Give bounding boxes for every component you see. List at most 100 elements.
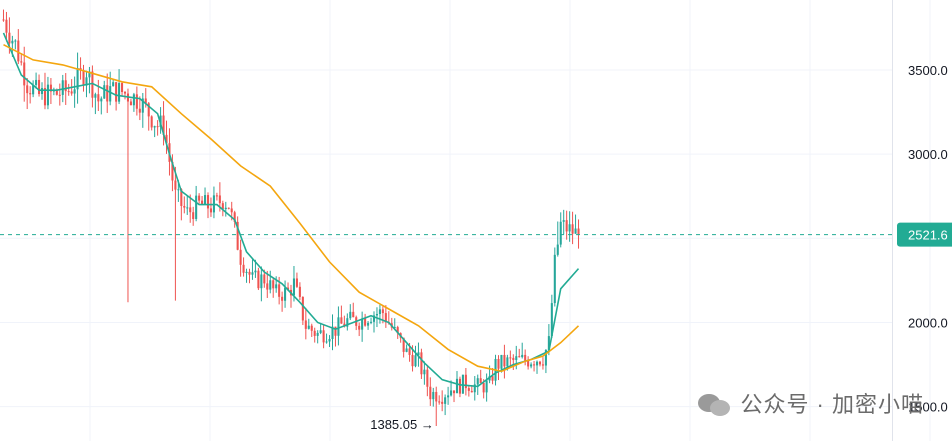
candle-body — [384, 313, 387, 323]
candle-body — [358, 325, 361, 330]
candle-body — [221, 203, 224, 210]
candle-body — [500, 354, 503, 369]
candle-body — [118, 83, 121, 102]
candle-body — [393, 327, 396, 329]
candle-body — [254, 270, 257, 273]
candle-body — [198, 195, 201, 201]
candle-body — [147, 103, 150, 117]
candle-body — [447, 395, 450, 398]
candle-body — [322, 330, 325, 343]
candle-body — [204, 195, 207, 205]
candle-body — [144, 98, 147, 104]
watermark-text: 公众号 · 加密小喵 — [740, 392, 924, 417]
candle-body — [426, 369, 429, 387]
candle-body — [527, 360, 530, 367]
candle-body — [547, 336, 550, 351]
candle-body — [278, 284, 281, 297]
candle-body — [189, 207, 192, 213]
candle-body — [156, 126, 159, 128]
candle-body — [46, 84, 49, 106]
candle-body — [76, 68, 79, 90]
candle-body — [372, 315, 376, 322]
y-tick-label: 3000.0 — [908, 147, 948, 162]
candle-body — [150, 116, 153, 128]
candle-body — [55, 89, 58, 95]
candle-body — [38, 79, 41, 95]
last-price-tag — [897, 222, 952, 247]
candle-body — [553, 254, 556, 304]
ma-slow-line — [3, 43, 580, 373]
candle-body — [64, 80, 67, 92]
candle-body — [40, 88, 44, 95]
candle-body — [209, 208, 213, 213]
candle-body — [396, 327, 399, 334]
candle-body — [515, 356, 518, 361]
candle-body — [292, 278, 296, 296]
candle-body — [503, 354, 506, 367]
candle-body — [313, 330, 316, 336]
candle-body — [82, 70, 85, 86]
candle-body — [574, 228, 577, 234]
candle-body — [245, 271, 248, 273]
candle-body — [423, 369, 426, 375]
candle-body — [328, 338, 331, 342]
candle-body — [43, 88, 47, 106]
candle-body — [61, 80, 64, 95]
candle-body — [251, 272, 254, 275]
candle-body — [177, 189, 180, 191]
candle-body — [565, 220, 568, 232]
candle-body — [286, 287, 290, 290]
candle-body — [2, 19, 5, 21]
candle-body — [458, 378, 461, 394]
candle-body — [414, 355, 417, 367]
candle-body — [14, 40, 17, 42]
candle-body — [497, 358, 500, 369]
candle-body — [568, 224, 571, 232]
candle-body — [340, 317, 343, 324]
candle-body — [361, 318, 364, 330]
candle-body — [429, 386, 432, 400]
candle-body — [367, 322, 370, 326]
watermark: 公众号 · 加密小喵 — [698, 387, 924, 419]
candle-body — [420, 352, 423, 375]
candle-body — [284, 287, 287, 301]
candle-body — [123, 92, 127, 94]
candle-body — [408, 348, 411, 355]
candle-body — [301, 296, 304, 321]
candle-body — [239, 249, 242, 265]
candle-body — [100, 98, 103, 102]
candle-body — [349, 311, 352, 319]
candle-body — [491, 376, 494, 381]
candle-body — [192, 212, 195, 219]
candle-body — [35, 79, 38, 85]
candle-body — [402, 337, 405, 352]
candle-body — [236, 221, 239, 250]
candle-body — [281, 296, 284, 301]
candle-body — [571, 224, 574, 234]
candle-body — [112, 82, 115, 87]
candle-body — [23, 62, 26, 86]
candle-body — [325, 341, 328, 343]
candle-body — [135, 94, 138, 109]
candle-body — [121, 83, 124, 93]
candle-body — [233, 212, 236, 222]
candle-body — [91, 71, 94, 98]
candle-body — [115, 82, 118, 102]
candle-body — [49, 84, 52, 92]
candle-body — [227, 207, 230, 209]
candle-body — [230, 208, 233, 213]
y-tick-label: 1500.0 — [908, 400, 948, 415]
candle-body — [180, 189, 183, 206]
candle-body — [530, 364, 533, 367]
candle-body — [482, 382, 485, 393]
candle-body — [94, 94, 97, 98]
candle-body — [524, 354, 527, 361]
candle-body — [405, 348, 408, 352]
candle-body — [307, 325, 310, 329]
candle-body — [174, 180, 177, 190]
candle-body — [450, 390, 453, 396]
candle-body — [381, 309, 384, 314]
candle-body — [257, 270, 260, 289]
y-tick-label: 3500.0 — [908, 63, 948, 78]
